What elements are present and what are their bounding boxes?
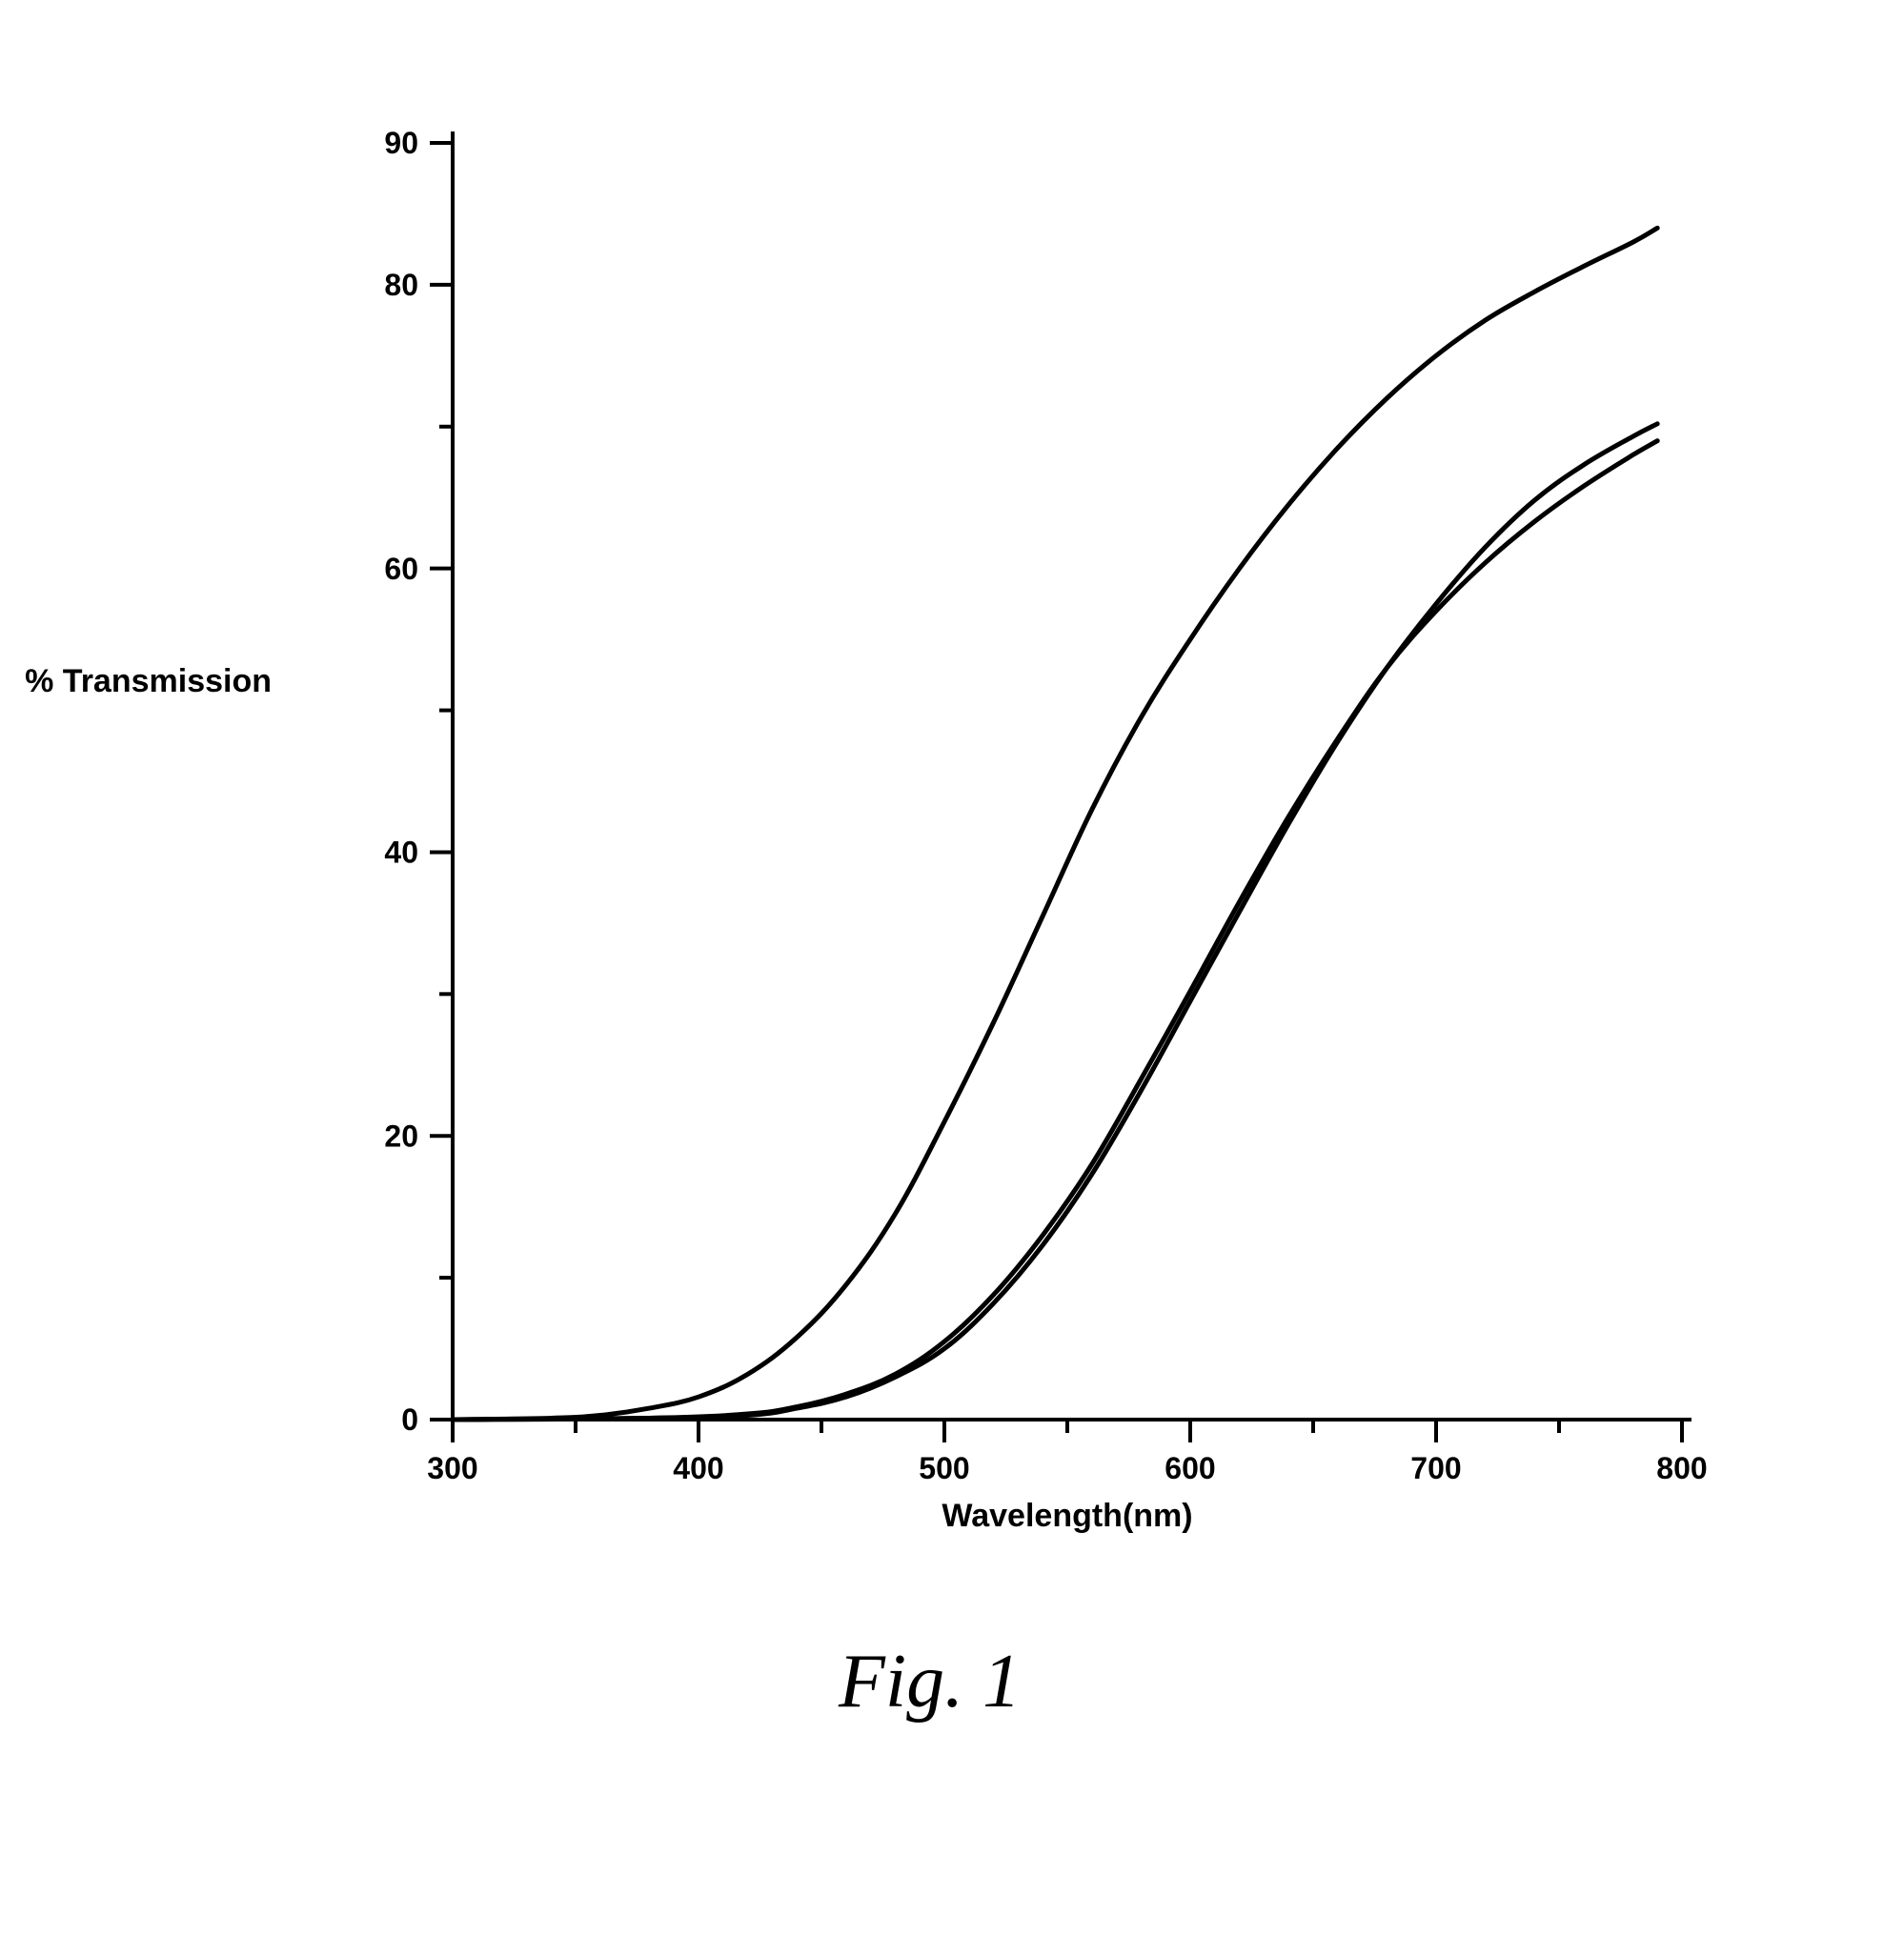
x-tick-label: 300 <box>427 1451 477 1485</box>
curve-lower-a <box>453 441 1657 1420</box>
x-axis-label: Wavelength(nm) <box>942 1498 1192 1534</box>
y-tick-label: 80 <box>384 268 418 302</box>
x-tick-label: 600 <box>1165 1451 1215 1485</box>
curve-upper <box>453 228 1657 1420</box>
y-tick-label: 90 <box>384 126 418 160</box>
y-axis-label: % Transmission <box>25 663 272 699</box>
y-tick-label: 20 <box>384 1119 418 1153</box>
y-tick-label: 60 <box>384 552 418 586</box>
figure-caption: Fig. 1 <box>839 1639 1021 1725</box>
x-tick-label: 400 <box>673 1451 723 1485</box>
x-tick-label: 700 <box>1410 1451 1461 1485</box>
y-tick-label: 40 <box>384 836 418 870</box>
y-tick-label: 0 <box>401 1402 418 1437</box>
x-tick-label: 500 <box>919 1451 969 1485</box>
page: { "canvas": { "width": 1998, "height": 2… <box>0 0 1904 1956</box>
x-tick-label: 800 <box>1656 1451 1707 1485</box>
